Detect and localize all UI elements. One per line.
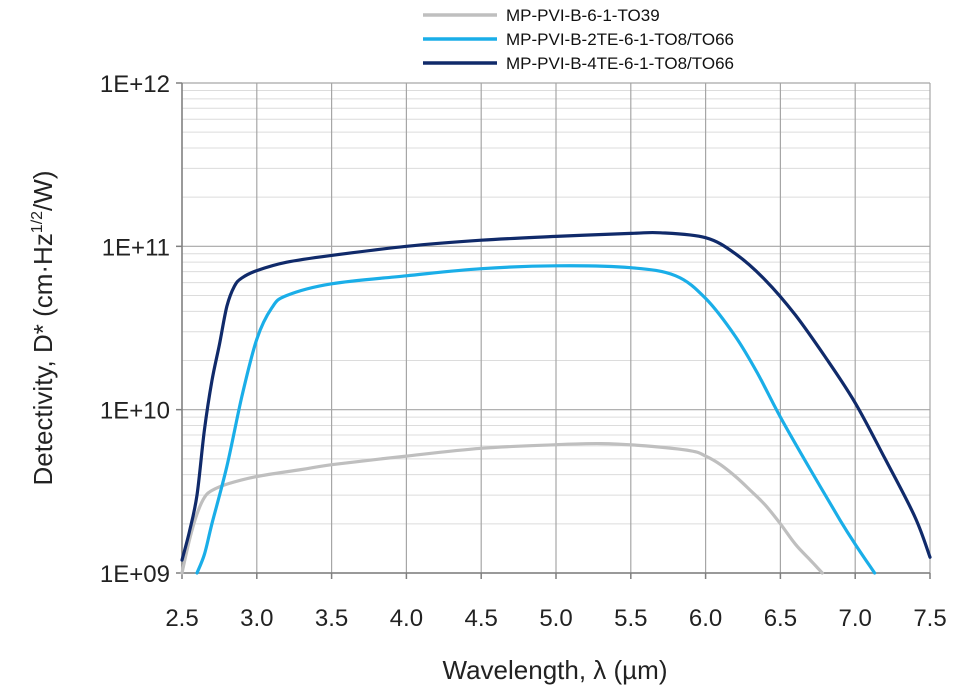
x-tick-label: 4.0 [390, 605, 423, 632]
x-tick-label: 7.5 [913, 605, 946, 632]
y-title-superscript: 1/2 [29, 211, 46, 233]
series-line-1 [180, 441, 824, 575]
axes [176, 82, 931, 579]
legend-label-3: MP-PVI-B-4TE-6-1-TO8/TO66 [506, 54, 734, 73]
y-tick-label: 1E+12 [100, 71, 170, 98]
series-line-2 [195, 264, 877, 575]
y-title-end: /W) [28, 171, 58, 211]
x-tick-label: 2.5 [165, 605, 198, 632]
x-tick-label: 3.0 [240, 605, 273, 632]
y-tick-label: 1E+09 [100, 561, 170, 588]
y-tick-label: 1E+11 [102, 234, 170, 261]
x-tick-label: 3.5 [315, 605, 348, 632]
series-line-3 [180, 230, 932, 562]
y-axis-title: Detectivity, D* (cm·Hz1/2/W) [28, 171, 58, 486]
x-tick-label: 5.5 [614, 605, 647, 632]
legend: MP-PVI-B-6-1-TO39 MP-PVI-B-2TE-6-1-TO8/TO… [423, 6, 734, 73]
grid [181, 82, 931, 574]
y-tick-label: 1E+10 [100, 398, 170, 425]
series-lines [180, 230, 932, 575]
x-tick-label: 6.5 [764, 605, 797, 632]
x-tick-label: 4.5 [465, 605, 498, 632]
tick-labels: 1E+09 1E+10 1E+11 1E+12 2.5 3.0 3.5 4.0 4.5 5.0 5.… [100, 71, 947, 632]
y-title-main: Detectivity, D* (cm·Hz [28, 233, 58, 485]
x-tick-label: 6.0 [689, 605, 722, 632]
x-tick-label: 5.0 [539, 605, 572, 632]
legend-label-2: MP-PVI-B-2TE-6-1-TO8/TO66 [506, 30, 734, 49]
x-axis-title: Wavelength, λ (µm) [443, 655, 668, 685]
legend-label-1: MP-PVI-B-6-1-TO39 [506, 6, 660, 25]
x-tick-label: 7.0 [839, 605, 872, 632]
